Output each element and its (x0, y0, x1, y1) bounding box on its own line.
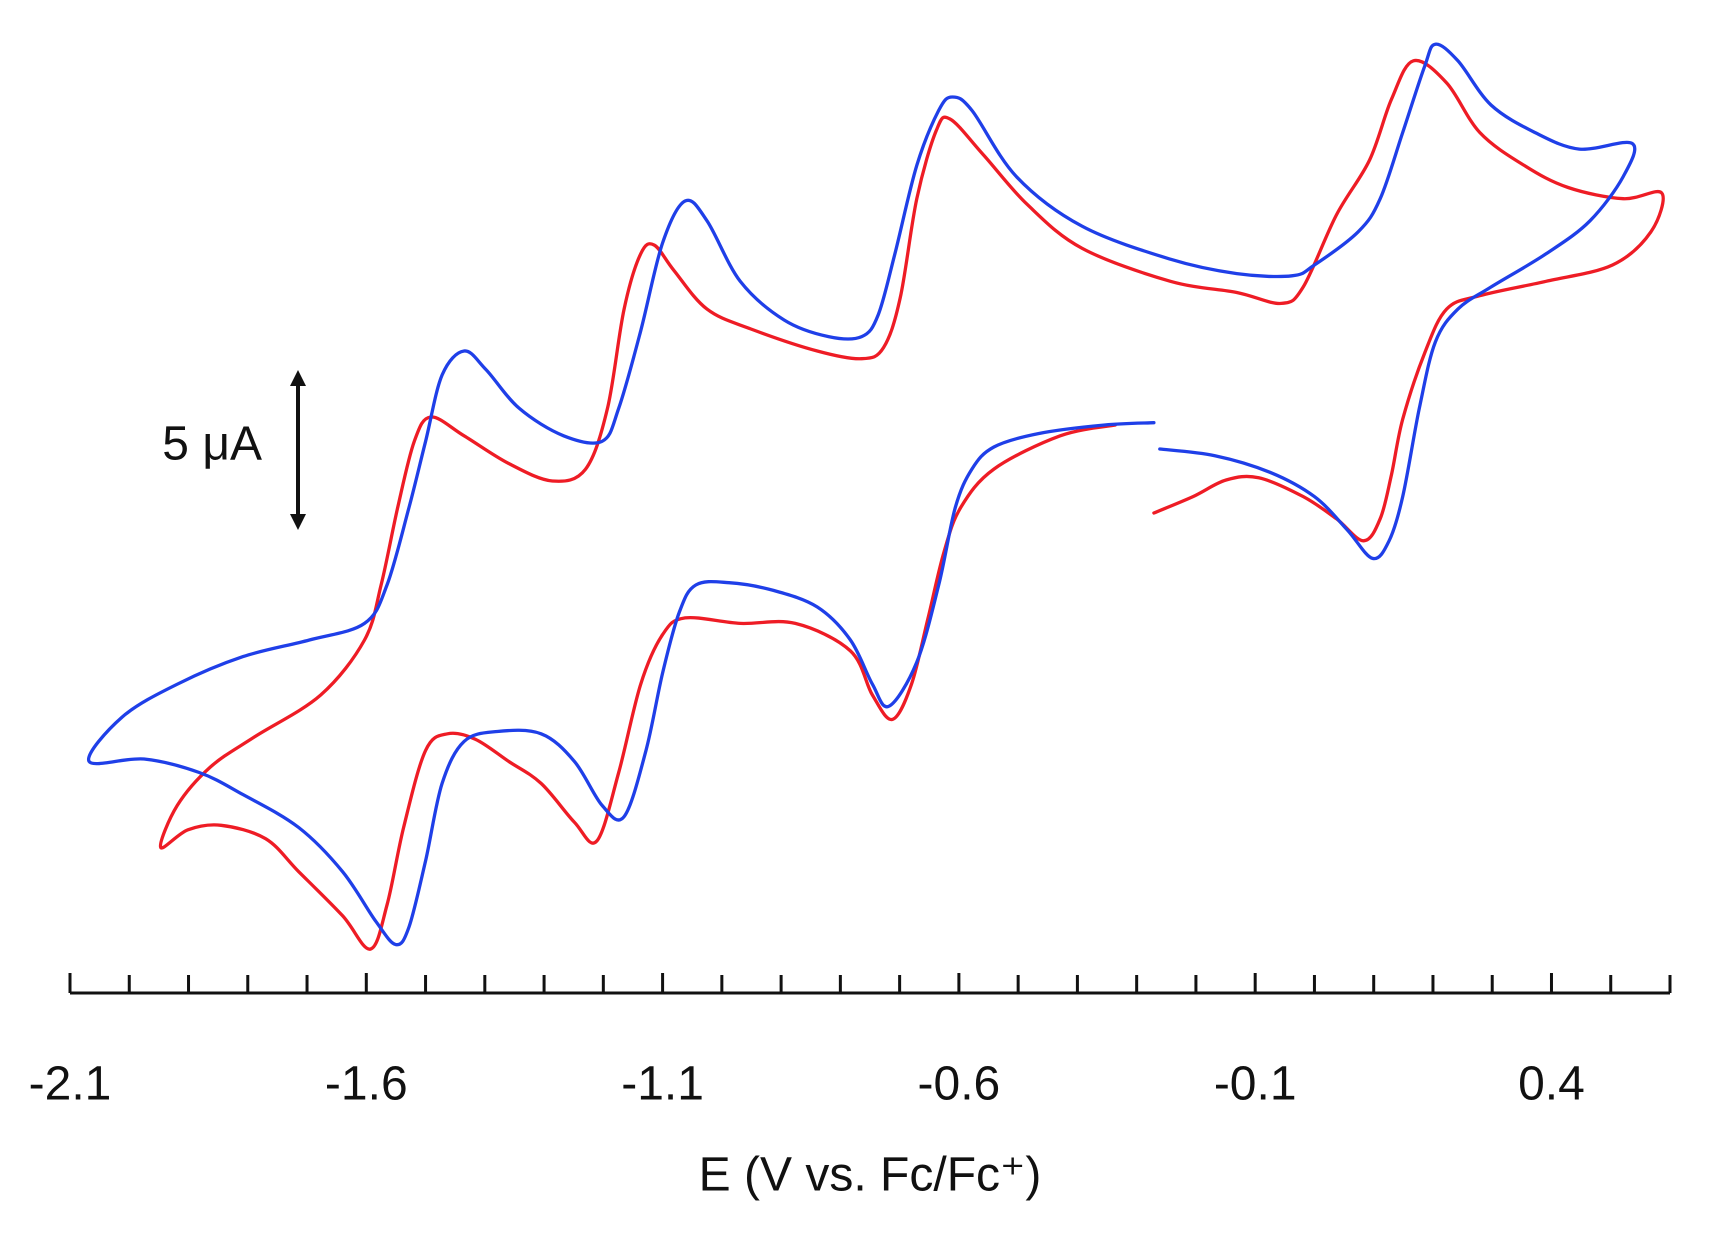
x-tick-label: -0.1 (1214, 1058, 1297, 1111)
scale-bar-label: 5 μA (162, 418, 262, 471)
cv-curve (158, 58, 1665, 951)
scale-bar-arrow (290, 514, 306, 530)
x-tick-label: -0.6 (918, 1058, 1001, 1111)
x-tick-label: -1.1 (621, 1058, 704, 1111)
x-axis-label: E (V vs. Fc/Fc⁺) (699, 1149, 1042, 1202)
scale-bar-arrow (290, 370, 306, 386)
x-tick-label: -2.1 (29, 1058, 112, 1111)
cv-curve (87, 42, 1637, 947)
x-tick-label: 0.4 (1518, 1058, 1585, 1111)
x-tick-label: -1.6 (325, 1058, 408, 1111)
